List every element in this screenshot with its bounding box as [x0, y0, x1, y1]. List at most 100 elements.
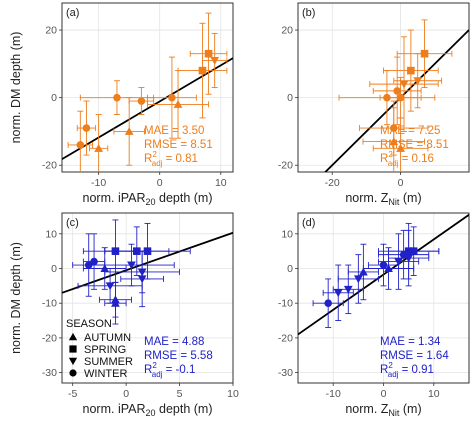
point-marker-triangle-up [124, 127, 134, 135]
data-point [82, 247, 127, 290]
panel-a: -10 0 10 -20 0 20 (a) norm. iPAR20 depth (m) nor… [9, 2, 234, 207]
stat-r2: R2 adj = 0.81 [144, 150, 198, 168]
data-layer [62, 219, 233, 325]
stat-rmse: RMSE = 8.51 [144, 139, 213, 151]
data-point [347, 243, 379, 301]
point-marker-triangle-up [100, 264, 110, 273]
point-marker-square [420, 49, 429, 58]
data-point [113, 97, 145, 166]
y-tick-label: 10 [45, 228, 57, 240]
x-tick-label: 0 [381, 388, 387, 400]
x-tick-label: 5 [177, 388, 183, 400]
stat-mae: MAE = 4.88 [144, 336, 204, 348]
data-point [82, 233, 106, 290]
data-point [372, 56, 422, 126]
x-axis-label: norm. iPAR20 depth (m) [83, 402, 213, 418]
point-marker-circle [90, 257, 98, 266]
stat-rmse: RMSE = 1.64 [380, 350, 449, 362]
y-tick-label: -20 [278, 160, 293, 172]
point-marker-triangle-down [333, 289, 343, 298]
panel-b: -20 0 -20 0 20 (b) norm. ZNit (m) MAE = 7.25 RMS… [278, 2, 470, 207]
point-marker-square [409, 247, 418, 255]
legend-entry: SPRING [84, 344, 126, 356]
point-marker-triangle-up [389, 137, 399, 146]
point-marker-triangle-down [394, 258, 403, 266]
panel-label: (b) [302, 7, 315, 19]
data-point [369, 36, 439, 132]
x-tick-label: -10 [326, 388, 341, 400]
legend-marker-triangle-down [68, 357, 78, 366]
data-point [147, 56, 197, 139]
y-tick-label: -20 [42, 160, 57, 172]
fit-line [324, 29, 469, 172]
point-marker-circle [393, 87, 401, 95]
y-tick-label: 20 [45, 25, 57, 37]
x-axis-label: norm. iPAR20 depth (m) [83, 191, 213, 207]
panel-label: (d) [302, 217, 315, 229]
legend-entry: WINTER [84, 368, 127, 380]
data-point [104, 222, 191, 280]
point-marker-triangle-down [404, 254, 414, 263]
y-tick-label: -20 [278, 332, 293, 344]
y-tick-label: 0 [287, 92, 293, 104]
data-point [89, 114, 109, 172]
stat-r2: R2 adj = -0.1 [144, 361, 195, 379]
x-tick-label: 10 [227, 388, 239, 400]
stat-mae: MAE = 7.25 [380, 125, 440, 137]
legend-marker-circle [69, 369, 77, 377]
point-marker-triangle-down [413, 77, 423, 86]
data-point [383, 29, 439, 112]
point-marker-triangle-down [137, 268, 147, 277]
point-marker-circle [324, 299, 332, 308]
data-point [104, 250, 181, 294]
y-tick-label: -10 [278, 298, 293, 310]
point-marker-triangle-down [353, 275, 363, 284]
y-axis-label: norm. DM depth (m) [9, 242, 23, 354]
x-axis-label: norm. ZNit (m) [345, 191, 421, 207]
point-marker-circle [396, 93, 405, 102]
point-marker-triangle-up [359, 267, 368, 276]
data-point [388, 226, 440, 276]
x-tick-label: -10 [91, 177, 106, 189]
data-point [362, 107, 425, 172]
point-marker-triangle-down [399, 80, 409, 89]
y-tick-label: -30 [278, 367, 293, 379]
data-point [177, 22, 228, 119]
stat-rmse: RMSE = 8.51 [380, 139, 449, 151]
x-axis-label: norm. ZNit (m) [345, 402, 421, 418]
point-marker-square [204, 49, 213, 58]
point-marker-triangle-up [173, 100, 183, 108]
data-point [337, 254, 379, 304]
panel-label: (a) [66, 7, 79, 19]
panel-c: -5 0 5 10 -30 -20 -10 0 10 (c) norm. iPAR20 depth … [9, 212, 239, 418]
stat-mae: MAE = 3.50 [144, 125, 204, 137]
y-tick-label: 0 [51, 92, 57, 104]
y-axis-label: norm. DM depth (m) [9, 32, 23, 144]
point-marker-triangle-down [105, 282, 115, 291]
data-point [128, 87, 155, 115]
data-point [396, 19, 453, 88]
data-point [77, 268, 143, 304]
point-marker-circle [82, 124, 91, 132]
point-marker-square [198, 66, 207, 75]
y-tick-label: -10 [42, 298, 57, 310]
y-tick-label: 10 [281, 228, 293, 240]
y-tick-label: 20 [281, 25, 293, 37]
stat-rmse: RMSE = 5.58 [144, 350, 213, 362]
legend-marker-square [69, 345, 77, 353]
legend-entry: AUTUMN [84, 332, 131, 344]
x-tick-label: 0 [398, 177, 404, 189]
point-marker-square [143, 247, 152, 255]
stat-r2: R2 adj = 0.91 [380, 361, 434, 379]
fit-line [62, 57, 233, 160]
panel-label: (c) [66, 217, 79, 229]
data-point [79, 80, 155, 115]
data-point [379, 76, 422, 119]
data-point [388, 229, 430, 287]
point-marker-square [407, 66, 415, 75]
panel-d: -10 0 10 -30 -20 -10 0 10 (d) norm. ZNit (m) MAE =… [278, 212, 470, 418]
data-layer [62, 12, 233, 172]
point-marker-circle [168, 93, 176, 102]
